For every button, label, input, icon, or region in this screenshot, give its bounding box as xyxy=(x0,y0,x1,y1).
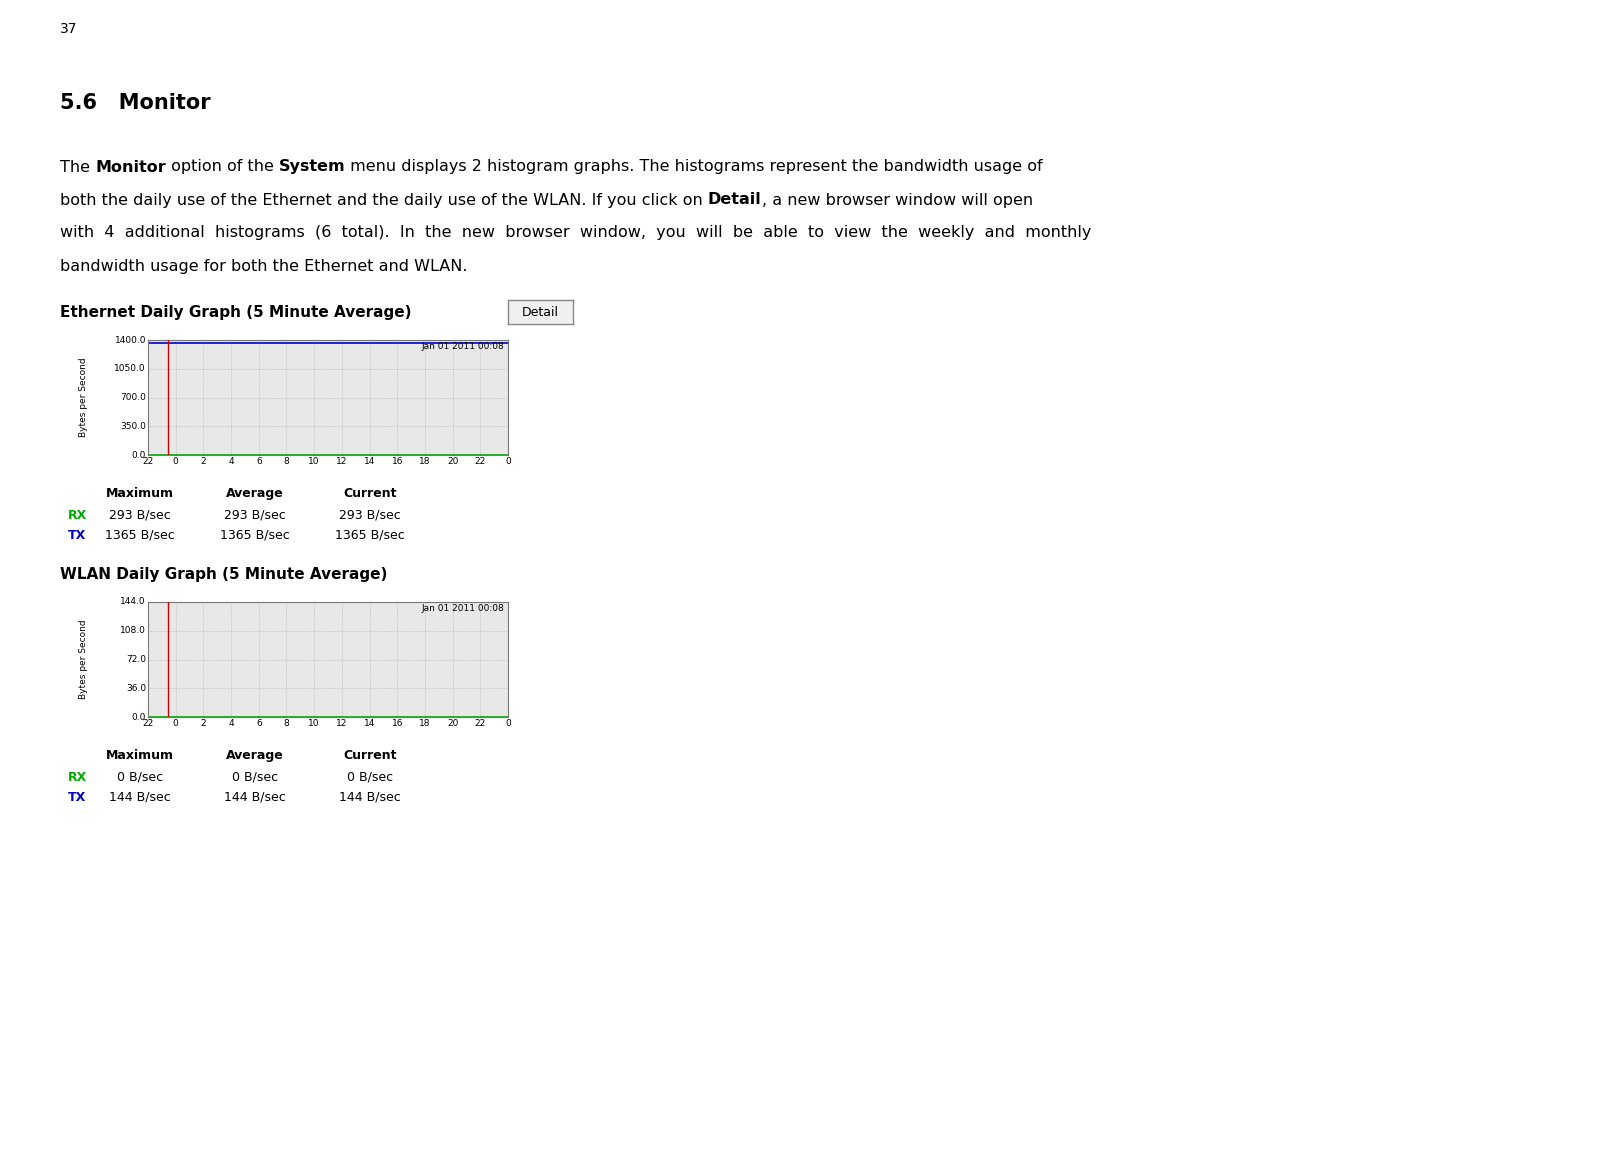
Text: 2: 2 xyxy=(201,457,205,466)
Text: Maximum: Maximum xyxy=(106,487,173,500)
Text: both the daily use of the Ethernet and the daily use of the WLAN. If you click o: both the daily use of the Ethernet and t… xyxy=(59,192,708,207)
Text: TX: TX xyxy=(67,529,87,542)
Text: 36.0: 36.0 xyxy=(125,684,146,693)
Text: 0 B/sec: 0 B/sec xyxy=(117,771,164,783)
Text: 0: 0 xyxy=(506,719,510,728)
Text: with  4  additional  histograms  (6  total).  In  the  new  browser  window,  yo: with 4 additional histograms (6 total). … xyxy=(59,226,1091,241)
Text: 10: 10 xyxy=(308,457,319,466)
Text: 0: 0 xyxy=(506,457,510,466)
Text: TX: TX xyxy=(67,790,87,804)
Text: Average: Average xyxy=(226,749,284,761)
Text: bandwidth usage for both the Ethernet and WLAN.: bandwidth usage for both the Ethernet an… xyxy=(59,258,467,274)
Text: 1365 B/sec: 1365 B/sec xyxy=(335,529,404,542)
Text: 14: 14 xyxy=(364,719,376,728)
Text: 0.0: 0.0 xyxy=(132,451,146,459)
Text: Average: Average xyxy=(226,487,284,500)
Text: Maximum: Maximum xyxy=(106,749,173,761)
Text: 10: 10 xyxy=(308,719,319,728)
Text: 1050.0: 1050.0 xyxy=(114,364,146,373)
Text: 22: 22 xyxy=(143,457,154,466)
Text: 18: 18 xyxy=(419,457,430,466)
Text: Bytes per Second: Bytes per Second xyxy=(80,358,88,437)
Text: 18: 18 xyxy=(419,719,430,728)
Text: 2: 2 xyxy=(201,719,205,728)
Text: 12: 12 xyxy=(335,457,347,466)
Text: Jan 01 2011 00:08: Jan 01 2011 00:08 xyxy=(422,604,504,613)
Text: 293 B/sec: 293 B/sec xyxy=(109,509,170,522)
Text: 22: 22 xyxy=(475,719,486,728)
Text: menu displays 2 histogram graphs. The histograms represent the bandwidth usage o: menu displays 2 histogram graphs. The hi… xyxy=(345,160,1043,175)
Text: 0.0: 0.0 xyxy=(132,713,146,722)
Text: option of the: option of the xyxy=(165,160,279,175)
Text: 16: 16 xyxy=(392,719,403,728)
Text: RX: RX xyxy=(67,509,87,522)
Text: 700.0: 700.0 xyxy=(120,393,146,402)
Text: 144 B/sec: 144 B/sec xyxy=(339,790,401,804)
Text: 5.6   Monitor: 5.6 Monitor xyxy=(59,93,210,112)
Text: 4: 4 xyxy=(228,719,234,728)
Text: 20: 20 xyxy=(446,457,457,466)
Text: 22: 22 xyxy=(143,719,154,728)
Text: Detail: Detail xyxy=(522,306,559,319)
Text: The: The xyxy=(59,160,95,175)
Text: 144 B/sec: 144 B/sec xyxy=(225,790,286,804)
Text: 14: 14 xyxy=(364,457,376,466)
Text: 108.0: 108.0 xyxy=(120,626,146,635)
Text: Monitor: Monitor xyxy=(95,160,165,175)
Text: 0: 0 xyxy=(173,457,178,466)
Text: System: System xyxy=(279,160,345,175)
Text: Ethernet Daily Graph (5 Minute Average): Ethernet Daily Graph (5 Minute Average) xyxy=(59,306,411,321)
Text: 20: 20 xyxy=(446,719,457,728)
Text: RX: RX xyxy=(67,771,87,783)
Text: 16: 16 xyxy=(392,457,403,466)
Text: 1400.0: 1400.0 xyxy=(114,335,146,344)
Text: Detail: Detail xyxy=(708,192,761,207)
Text: 22: 22 xyxy=(475,457,486,466)
Text: Jan 01 2011 00:08: Jan 01 2011 00:08 xyxy=(422,342,504,351)
Text: 1365 B/sec: 1365 B/sec xyxy=(104,529,175,542)
Text: ®: ® xyxy=(360,1019,382,1038)
Text: 37: 37 xyxy=(59,22,77,36)
Text: 144.0: 144.0 xyxy=(120,598,146,606)
Text: 4: 4 xyxy=(228,457,234,466)
Text: 293 B/sec: 293 B/sec xyxy=(225,509,286,522)
Text: 0: 0 xyxy=(173,719,178,728)
Text: Current: Current xyxy=(343,749,396,761)
Text: 144 B/sec: 144 B/sec xyxy=(109,790,170,804)
Text: Current: Current xyxy=(343,487,396,500)
Text: 6: 6 xyxy=(255,457,262,466)
Text: 8: 8 xyxy=(284,457,289,466)
Text: 0 B/sec: 0 B/sec xyxy=(347,771,393,783)
Text: , a new browser window will open: , a new browser window will open xyxy=(761,192,1032,207)
Text: 0 B/sec: 0 B/sec xyxy=(231,771,278,783)
Text: 350.0: 350.0 xyxy=(120,422,146,431)
Text: 293 B/sec: 293 B/sec xyxy=(339,509,401,522)
Text: Bytes per Second: Bytes per Second xyxy=(80,620,88,699)
Text: EnGenius: EnGenius xyxy=(120,1042,368,1086)
Text: WLAN Daily Graph (5 Minute Average): WLAN Daily Graph (5 Minute Average) xyxy=(59,568,387,583)
Text: 1365 B/sec: 1365 B/sec xyxy=(220,529,289,542)
Text: 72.0: 72.0 xyxy=(125,655,146,664)
Text: 12: 12 xyxy=(335,719,347,728)
Text: 6: 6 xyxy=(255,719,262,728)
Text: 8: 8 xyxy=(284,719,289,728)
